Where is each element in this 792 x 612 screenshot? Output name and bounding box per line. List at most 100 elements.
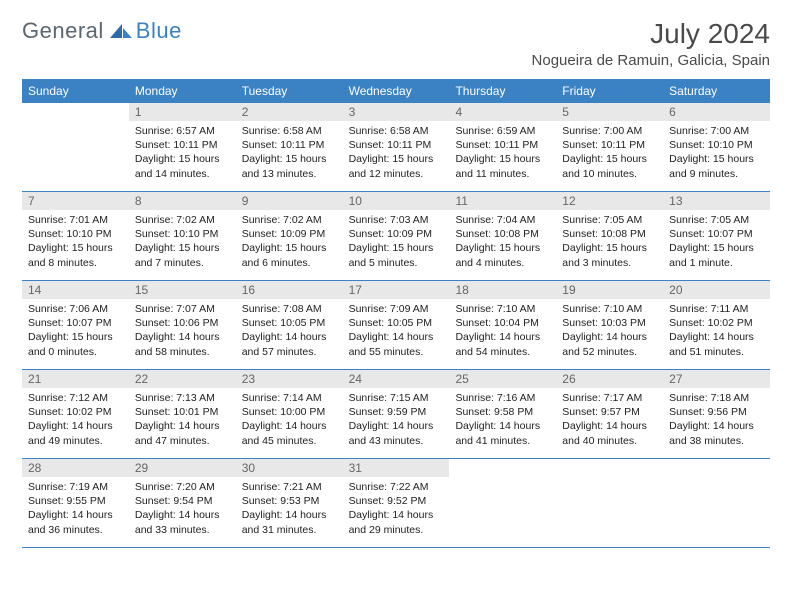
day-number: 23 — [236, 370, 343, 388]
day-info-line: and 41 minutes. — [455, 434, 550, 448]
day-cell: 7Sunrise: 7:01 AMSunset: 10:10 PMDayligh… — [22, 192, 129, 280]
brand-sail-icon — [108, 22, 134, 40]
week-row: 14Sunrise: 7:06 AMSunset: 10:07 PMDaylig… — [22, 281, 770, 370]
day-info-line: Sunrise: 6:57 AM — [135, 124, 230, 138]
day-info-line: Sunrise: 7:09 AM — [349, 302, 444, 316]
day-info-line: and 10 minutes. — [562, 167, 657, 181]
day-info-line: and 40 minutes. — [562, 434, 657, 448]
day-info-line: and 57 minutes. — [242, 345, 337, 359]
day-info-line: Sunset: 10:09 PM — [242, 227, 337, 241]
day-info-line: and 14 minutes. — [135, 167, 230, 181]
day-info-line: and 7 minutes. — [135, 256, 230, 270]
weekday-header-row: SundayMondayTuesdayWednesdayThursdayFrid… — [22, 79, 770, 103]
day-info-line: Sunrise: 7:13 AM — [135, 391, 230, 405]
day-info-line: Daylight: 15 hours — [455, 241, 550, 255]
brand-logo: General Blue — [22, 18, 182, 44]
day-number: 4 — [449, 103, 556, 121]
day-cell: 21Sunrise: 7:12 AMSunset: 10:02 PMDaylig… — [22, 370, 129, 458]
day-info-line: Sunset: 9:55 PM — [28, 494, 123, 508]
day-number: 14 — [22, 281, 129, 299]
day-cell: 12Sunrise: 7:05 AMSunset: 10:08 PMDaylig… — [556, 192, 663, 280]
day-info-line: Sunset: 10:11 PM — [135, 138, 230, 152]
day-info-line: Sunrise: 7:10 AM — [455, 302, 550, 316]
day-info-line: and 13 minutes. — [242, 167, 337, 181]
day-cell: 1Sunrise: 6:57 AMSunset: 10:11 PMDayligh… — [129, 103, 236, 191]
week-row: 21Sunrise: 7:12 AMSunset: 10:02 PMDaylig… — [22, 370, 770, 459]
day-info-line: Daylight: 14 hours — [349, 419, 444, 433]
day-info-line: Sunrise: 7:06 AM — [28, 302, 123, 316]
day-info-line: and 31 minutes. — [242, 523, 337, 537]
day-cell: 26Sunrise: 7:17 AMSunset: 9:57 PMDayligh… — [556, 370, 663, 458]
day-cell: 25Sunrise: 7:16 AMSunset: 9:58 PMDayligh… — [449, 370, 556, 458]
day-info-line: Sunset: 10:04 PM — [455, 316, 550, 330]
day-number: 20 — [663, 281, 770, 299]
day-cell: 29Sunrise: 7:20 AMSunset: 9:54 PMDayligh… — [129, 459, 236, 547]
day-info-line: and 36 minutes. — [28, 523, 123, 537]
day-info-line: Sunset: 9:57 PM — [562, 405, 657, 419]
day-info-line: Sunrise: 7:19 AM — [28, 480, 123, 494]
day-cell: 15Sunrise: 7:07 AMSunset: 10:06 PMDaylig… — [129, 281, 236, 369]
day-info-line: Sunrise: 7:02 AM — [135, 213, 230, 227]
day-info-line: and 49 minutes. — [28, 434, 123, 448]
day-info-line: and 43 minutes. — [349, 434, 444, 448]
day-number: 15 — [129, 281, 236, 299]
day-info-line: and 1 minute. — [669, 256, 764, 270]
day-info-line: Sunrise: 7:07 AM — [135, 302, 230, 316]
day-number: 26 — [556, 370, 663, 388]
day-info-line: Daylight: 15 hours — [349, 241, 444, 255]
day-cell: 23Sunrise: 7:14 AMSunset: 10:00 PMDaylig… — [236, 370, 343, 458]
weekday-cell: Sunday — [22, 79, 129, 103]
day-info-line: Sunrise: 7:02 AM — [242, 213, 337, 227]
week-row: .1Sunrise: 6:57 AMSunset: 10:11 PMDaylig… — [22, 103, 770, 192]
day-info-line: Sunset: 10:05 PM — [242, 316, 337, 330]
weekday-cell: Saturday — [663, 79, 770, 103]
day-cell: 22Sunrise: 7:13 AMSunset: 10:01 PMDaylig… — [129, 370, 236, 458]
day-info-line: and 47 minutes. — [135, 434, 230, 448]
day-info-line: Daylight: 14 hours — [242, 419, 337, 433]
day-info-line: Sunrise: 7:20 AM — [135, 480, 230, 494]
day-info-line: Sunrise: 7:11 AM — [669, 302, 764, 316]
day-number: 28 — [22, 459, 129, 477]
day-number: 24 — [343, 370, 450, 388]
day-info-line: Sunrise: 7:03 AM — [349, 213, 444, 227]
day-number: 22 — [129, 370, 236, 388]
day-info-line: Sunrise: 7:14 AM — [242, 391, 337, 405]
day-info-line: Sunrise: 7:12 AM — [28, 391, 123, 405]
day-number: 7 — [22, 192, 129, 210]
day-info-line: Daylight: 15 hours — [669, 152, 764, 166]
day-number: 31 — [343, 459, 450, 477]
day-info-line: Sunset: 9:59 PM — [349, 405, 444, 419]
day-cell: . — [449, 459, 556, 547]
location: Nogueira de Ramuin, Galicia, Spain — [532, 52, 770, 69]
day-info-line: and 29 minutes. — [349, 523, 444, 537]
day-info-line: and 12 minutes. — [349, 167, 444, 181]
day-info-line: Sunset: 9:58 PM — [455, 405, 550, 419]
day-info-line: Daylight: 14 hours — [562, 330, 657, 344]
day-info-line: and 54 minutes. — [455, 345, 550, 359]
day-info-line: Daylight: 14 hours — [28, 508, 123, 522]
day-info-line: Daylight: 15 hours — [135, 241, 230, 255]
day-info-line: Sunrise: 7:10 AM — [562, 302, 657, 316]
day-number: 1 — [129, 103, 236, 121]
day-info-line: Daylight: 15 hours — [242, 152, 337, 166]
day-number: 3 — [343, 103, 450, 121]
day-info-line: Sunset: 10:10 PM — [135, 227, 230, 241]
day-info-line: Sunset: 9:52 PM — [349, 494, 444, 508]
day-number: 27 — [663, 370, 770, 388]
day-info-line: Daylight: 14 hours — [135, 508, 230, 522]
day-info-line: Sunset: 10:09 PM — [349, 227, 444, 241]
week-row: 7Sunrise: 7:01 AMSunset: 10:10 PMDayligh… — [22, 192, 770, 281]
day-info-line: and 51 minutes. — [669, 345, 764, 359]
day-info-line: Daylight: 14 hours — [562, 419, 657, 433]
day-cell: 28 Sunrise: 7:19 AMSunset: 9:55 PMDayligh… — [22, 459, 129, 547]
day-info-line: Daylight: 14 hours — [135, 419, 230, 433]
day-number: 11 — [449, 192, 556, 210]
day-info-line: Daylight: 14 hours — [349, 508, 444, 522]
day-info-line: Sunrise: 7:01 AM — [28, 213, 123, 227]
day-cell: 30Sunrise: 7:21 AMSunset: 9:53 PMDayligh… — [236, 459, 343, 547]
brand-part1: General — [22, 18, 104, 44]
day-info-line: and 58 minutes. — [135, 345, 230, 359]
day-number: 9 — [236, 192, 343, 210]
weekday-cell: Thursday — [449, 79, 556, 103]
day-info-line: Sunset: 9:56 PM — [669, 405, 764, 419]
